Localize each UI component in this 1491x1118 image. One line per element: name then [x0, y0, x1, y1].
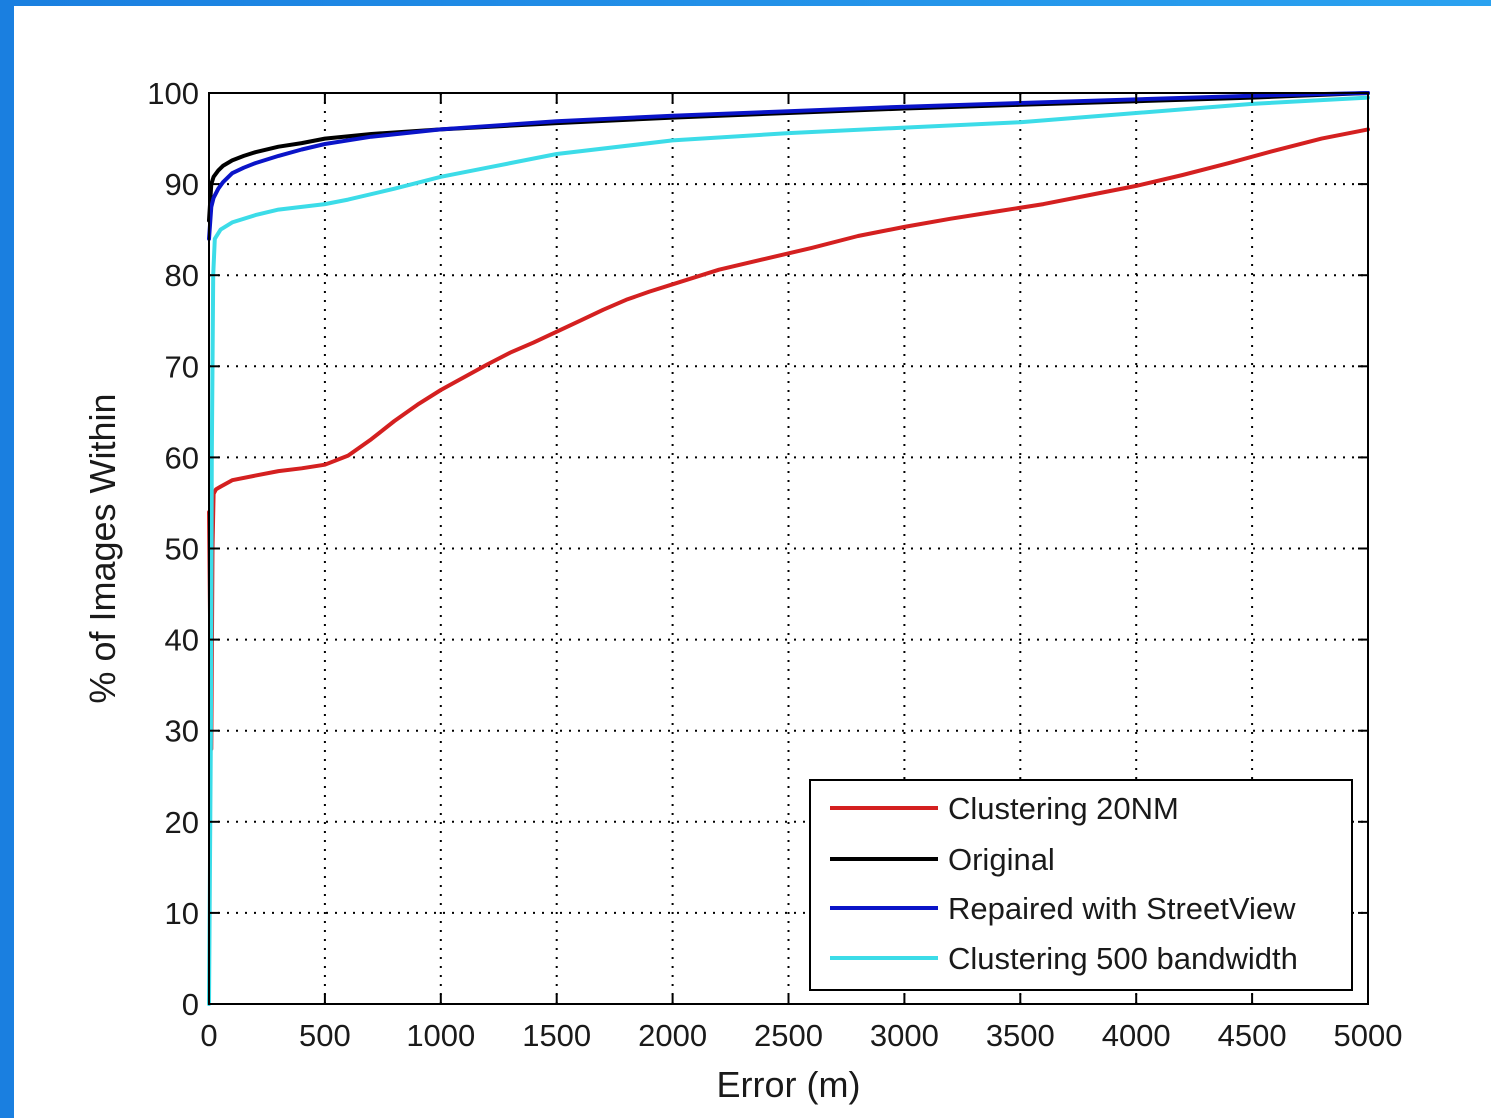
- y-tick-label: 70: [165, 349, 199, 384]
- x-tick-label: 5000: [1334, 1018, 1403, 1053]
- x-tick-label: 3500: [986, 1018, 1055, 1053]
- y-tick-label: 90: [165, 167, 199, 202]
- legend-label-original: Original: [948, 842, 1055, 877]
- y-tick-label: 30: [165, 714, 199, 749]
- y-tick-label: 40: [165, 623, 199, 658]
- x-tick-label: 1500: [522, 1018, 591, 1053]
- series-lines: [207, 91, 1370, 1006]
- x-tick-label: 4000: [1102, 1018, 1171, 1053]
- series-line-clustering-20nm: [207, 127, 1370, 751]
- legend-label-clustering-500-bandwidth: Clustering 500 bandwidth: [948, 941, 1298, 976]
- series-line-clustering-500-bandwidth: [207, 95, 1370, 1006]
- legend-box: [809, 779, 1353, 991]
- legend-label-repaired-with-streetview: Repaired with StreetView: [948, 891, 1296, 926]
- x-tick-label: 500: [299, 1018, 351, 1053]
- y-tick-label: 20: [165, 805, 199, 840]
- x-tick-label: 2500: [754, 1018, 823, 1053]
- y-tick-label: 60: [165, 440, 199, 475]
- y-tick-label: 80: [165, 258, 199, 293]
- y-tick-label: 10: [165, 896, 199, 931]
- x-axis-title: Error (m): [717, 1064, 861, 1105]
- legend-label-clustering-20nm: Clustering 20NM: [948, 791, 1179, 826]
- x-tick-label: 0: [200, 1018, 217, 1053]
- y-axis-title: % of Images Within: [82, 393, 123, 703]
- y-tick-label: 0: [182, 987, 199, 1022]
- y-tick-label: 100: [147, 76, 199, 111]
- y-tick-label: 50: [165, 532, 199, 567]
- axis-ticks: 0 500 1000 1500 2000 2500 3000 3500 4000 4500 5000…: [147, 76, 1402, 1053]
- x-tick-label: 1000: [406, 1018, 475, 1053]
- legend: Clustering 20NM Original Repaired with Str…: [809, 779, 1353, 991]
- x-tick-label: 4500: [1218, 1018, 1287, 1053]
- x-tick-label: 3000: [870, 1018, 939, 1053]
- x-tick-label: 2000: [638, 1018, 707, 1053]
- series-line-repaired-with-streetview: [207, 91, 1370, 241]
